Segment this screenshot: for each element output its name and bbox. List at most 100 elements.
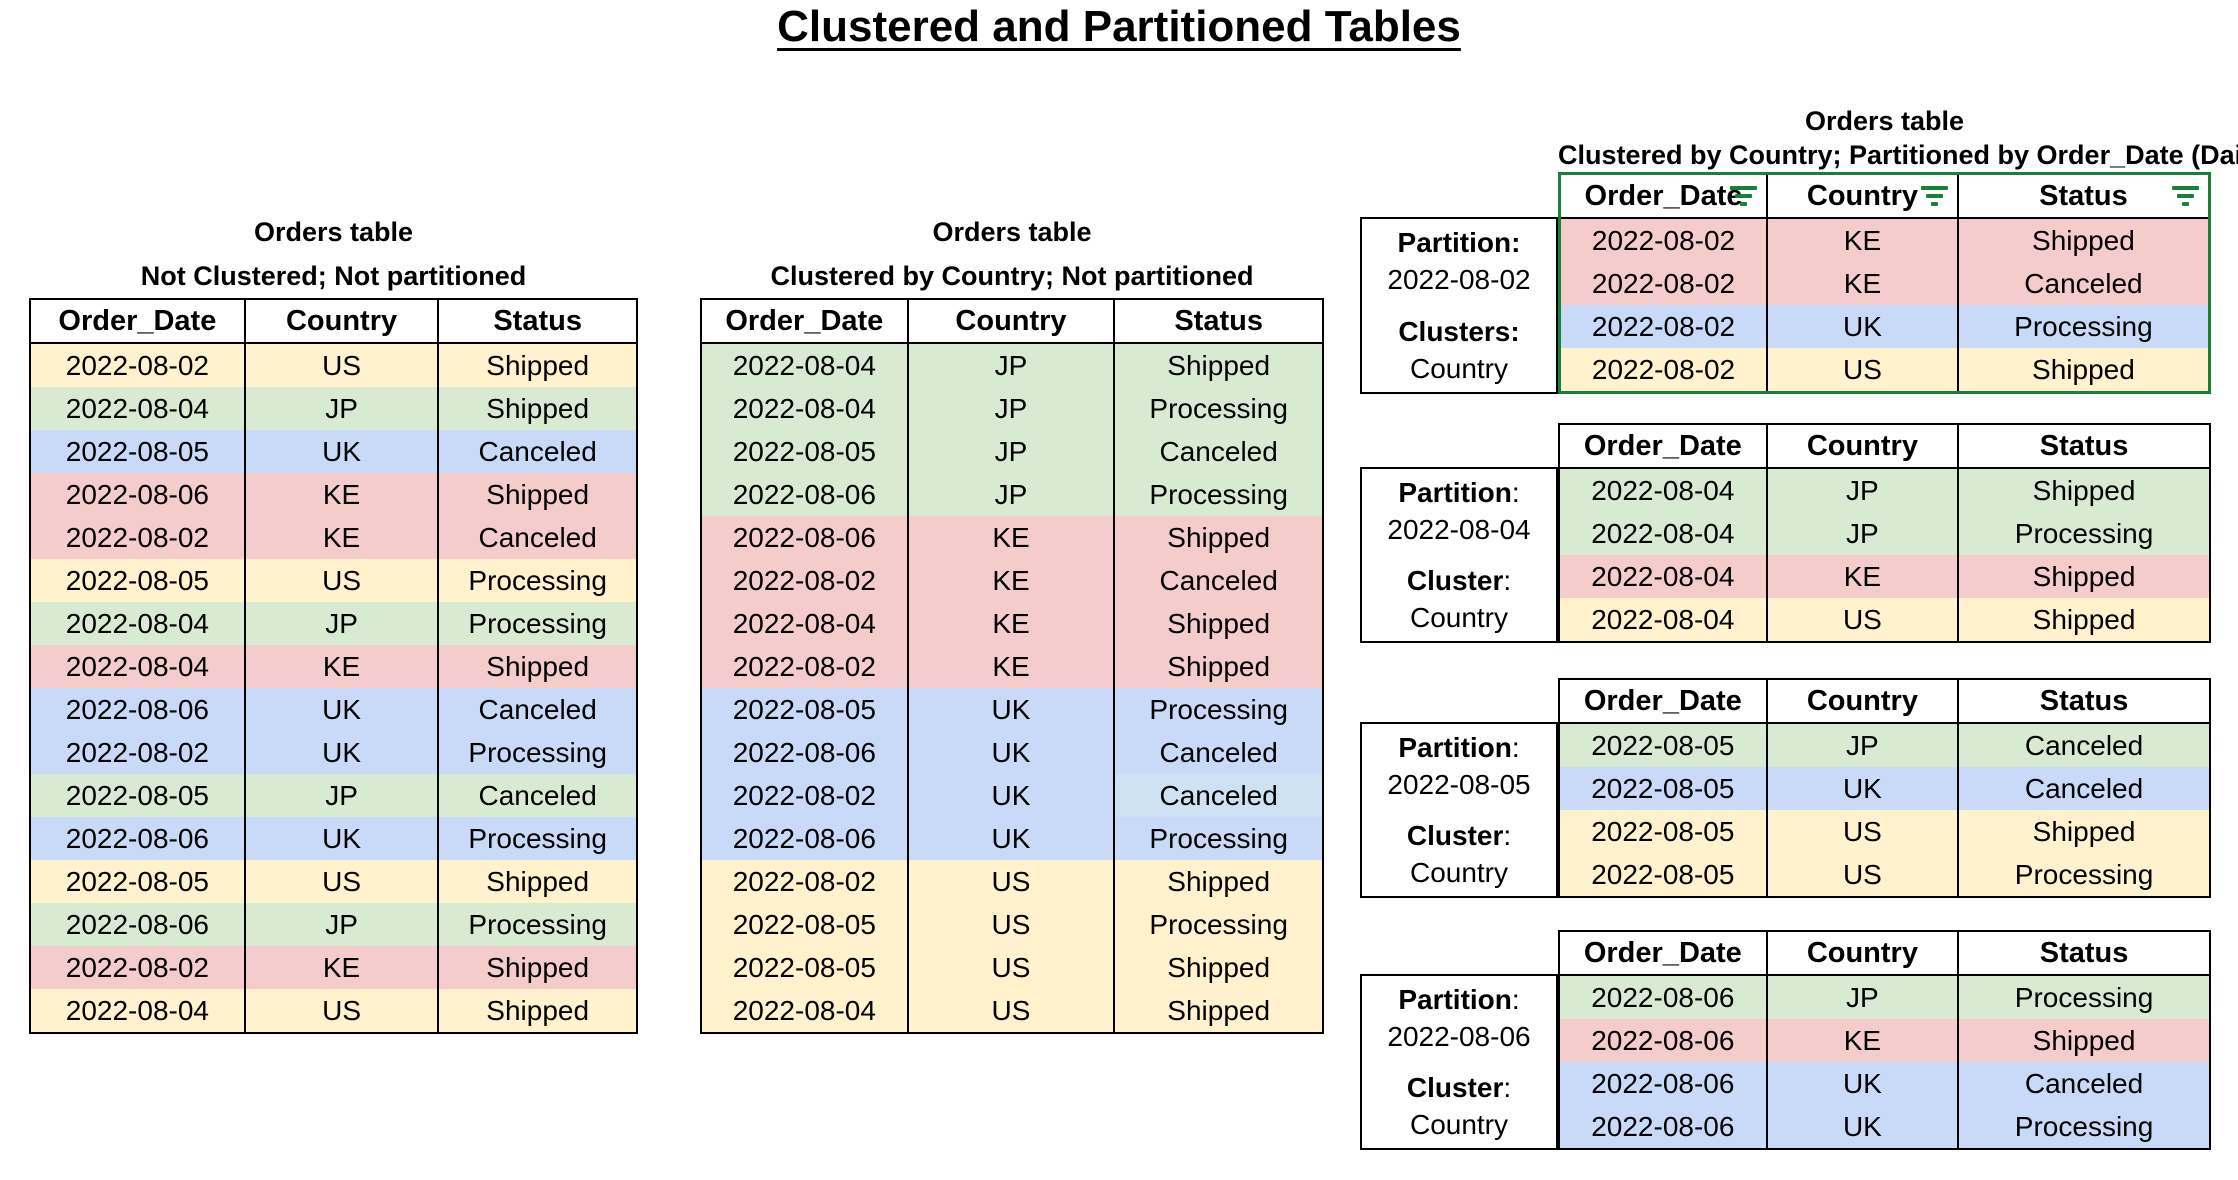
column-header-order-date: Order_Date [1560,680,1768,722]
status-cell: Shipped [1115,946,1322,989]
order-date-cell: 2022-08-06 [31,688,246,731]
partition-label-suffix: : [1511,477,1520,508]
order-date-cell: 2022-08-04 [702,989,909,1032]
table-row: 2022-08-06 UK Canceled [1560,1062,2209,1105]
status-cell: Shipped [439,387,636,430]
table-header-row: Order_Date Country Status [1560,680,2209,724]
column-header-label: Country [955,304,1067,337]
table-row: 2022-08-02 US Shipped [31,344,636,387]
order-date-cell: 2022-08-04 [702,344,909,387]
column-header-order-date: Order_Date [31,300,246,342]
order-date-cell: 2022-08-06 [702,817,909,860]
cluster-label-group: Cluster: Country [1362,562,1556,636]
status-cell: Processing [1958,305,2208,348]
country-cell: KE [908,516,1116,559]
country-cell: US [1767,598,1960,641]
country-cell: JP [245,602,440,645]
status-cell: Canceled [1115,559,1322,602]
table-body: 2022-08-06 JP Processing 2022-08-06 KE Shippe… [1560,976,2209,1148]
status-cell: Processing [1959,512,2209,555]
status-cell: Shipped [1115,602,1322,645]
column-header-status: Status [1115,300,1322,342]
table-row: 2022-08-06 KE Shipped [702,516,1322,559]
status-cell: Canceled [1959,724,2209,767]
order-date-cell: 2022-08-06 [31,473,246,516]
cluster-label-group: Cluster: Country [1362,817,1556,891]
partition-label: Partition: [1362,224,1556,261]
table-row: 2022-08-05 US Processing [702,903,1322,946]
cluster-label: Cluster: [1362,1069,1556,1106]
table-row: 2022-08-05 JP Canceled [31,774,636,817]
partition-label: Partition: [1362,729,1556,766]
country-cell: US [1768,348,1959,391]
status-cell: Canceled [1958,262,2208,305]
partition-label-bold: Partition [1398,984,1512,1015]
column-header-label: Status [2039,179,2128,212]
partition-label-bold: Partition: [1397,227,1521,258]
partition-value: 2022-08-05 [1387,769,1531,800]
status-cell: Canceled [439,516,636,559]
order-date-cell: 2022-08-05 [31,774,246,817]
table-row: 2022-08-04 US Shipped [702,989,1322,1032]
table-row: 2022-08-05 UK Processing [702,688,1322,731]
status-cell: Processing [439,731,636,774]
table-row: 2022-08-06 UK Canceled [702,731,1322,774]
table-row: 2022-08-04 JP Processing [702,387,1322,430]
order-date-cell: 2022-08-02 [31,946,246,989]
column-header-label: Order_Date [58,304,217,337]
orders-table-unclustered: Order_Date Country Status 2022-08-02 US Sh… [29,298,638,1034]
country-cell: UK [245,817,440,860]
country-cell: UK [245,731,440,774]
order-date-cell: 2022-08-06 [702,731,909,774]
table-row: 2022-08-02 KE Canceled [31,516,636,559]
column-header-status: Status [1959,425,2209,467]
table-row: 2022-08-06 JP Processing [31,903,636,946]
country-cell: JP [908,344,1116,387]
status-cell: Shipped [1959,598,2209,641]
country-cell: US [245,559,440,602]
cluster-label-group: Clusters: Country [1362,313,1556,387]
country-cell: UK [908,774,1116,817]
status-cell: Shipped [1959,555,2209,598]
table-row: 2022-08-02 US Shipped [1561,348,2208,391]
status-cell: Shipped [439,860,636,903]
table-subtitle: Not Clustered; Not partitioned [140,261,527,291]
order-date-cell: 2022-08-06 [1560,976,1768,1019]
order-date-cell: 2022-08-06 [31,817,246,860]
table-row: 2022-08-06 JP Processing [1560,976,2209,1019]
cluster-value: Country [1409,353,1509,384]
table-row: 2022-08-02 KE Shipped [702,645,1322,688]
cluster-label-bold: Cluster [1406,1072,1504,1103]
order-date-cell: 2022-08-04 [1560,469,1768,512]
partition-label-suffix: : [1511,984,1520,1015]
order-date-cell: 2022-08-04 [31,602,246,645]
table-row: 2022-08-05 US Processing [31,559,636,602]
partition-block-2022-08-05: Order_Date Country Status 2022-08-05 JP Ca… [1360,678,2211,898]
status-cell: Processing [439,817,636,860]
table-row: 2022-08-02 KE Shipped [31,946,636,989]
column-header-country: Country [1768,680,1960,722]
table-header-row: Order_Date Country Status [1561,175,2208,219]
status-cell: Canceled [439,430,636,473]
status-cell: Shipped [439,645,636,688]
order-date-cell: 2022-08-05 [702,430,909,473]
cluster-label: Cluster: [1362,562,1556,599]
column-header-label: Status [2039,936,2129,969]
cluster-label-bold: Clusters: [1398,316,1520,347]
partition-label-group: Partition: 2022-08-05 [1362,729,1556,803]
table-row: 2022-08-04 US Shipped [1560,598,2209,641]
status-cell: Shipped [1959,1019,2209,1062]
column-header-label: Order_Date [1583,429,1742,462]
country-cell: UK [1767,767,1960,810]
column-header-country: Country [1768,932,1960,974]
table-row: 2022-08-05 JP Canceled [1560,724,2209,767]
status-cell: Shipped [1958,348,2208,391]
status-cell: Processing [1959,853,2209,896]
column-header-label: Country [1806,936,1918,969]
partition-label-box: Partition: 2022-08-05 Cluster: Country [1360,722,1558,898]
table-body: 2022-08-05 JP Canceled 2022-08-05 UK Canceled… [1560,724,2209,896]
status-cell: Shipped [1115,989,1322,1032]
table-row: 2022-08-05 US Shipped [1560,810,2209,853]
country-cell: JP [1767,469,1960,512]
order-date-cell: 2022-08-04 [1560,555,1768,598]
